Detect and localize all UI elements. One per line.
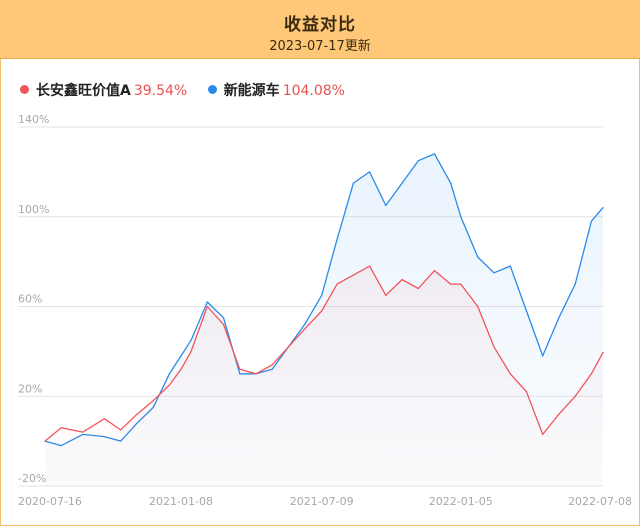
data-point-fund xyxy=(525,391,528,393)
data-point-fund xyxy=(136,413,138,415)
data-point-fund xyxy=(222,323,225,325)
data-point-fund xyxy=(180,368,182,370)
data-point-fund xyxy=(590,373,593,375)
y-tick-label: 60% xyxy=(18,293,42,306)
data-point-fund xyxy=(417,287,419,290)
data-point-fund xyxy=(542,433,544,435)
legend-index-value: 104.08% xyxy=(282,83,345,99)
legend-fund-name: 长安鑫旺价值A xyxy=(36,83,131,99)
y-tick-label: 140% xyxy=(18,113,49,126)
data-point-fund xyxy=(304,328,306,330)
data-point-fund xyxy=(574,395,576,397)
data-point-index xyxy=(401,182,403,184)
data-point-fund xyxy=(401,279,403,281)
legend: 长安鑫旺价值A 39.54% 新能源车 104.08% xyxy=(20,80,361,100)
series-line-fund xyxy=(44,265,604,442)
data-point-index xyxy=(385,204,387,207)
series-area-fund xyxy=(45,266,603,486)
data-point-index xyxy=(222,317,225,319)
data-point-fund xyxy=(352,274,354,276)
data-point-fund xyxy=(433,270,436,272)
data-point-index xyxy=(321,294,323,296)
data-point-index xyxy=(525,310,528,312)
data-point-fund xyxy=(477,305,479,308)
data-point-index xyxy=(336,238,338,240)
data-point-fund xyxy=(190,350,192,352)
data-point-index xyxy=(304,323,306,325)
data-point-fund xyxy=(450,283,452,285)
data-point-fund xyxy=(255,373,257,375)
update-date: 2023-07-17更新 xyxy=(269,39,371,54)
data-point-fund xyxy=(385,294,387,296)
data-point-index xyxy=(460,216,462,218)
data-point-index xyxy=(352,182,354,184)
data-point-index xyxy=(190,339,192,341)
data-point-index xyxy=(574,283,576,285)
data-point-fund xyxy=(82,431,84,433)
data-point-index xyxy=(168,373,170,375)
data-point-index xyxy=(433,153,436,155)
y-tick-label: 100% xyxy=(18,203,49,216)
legend-index-name: 新能源车 xyxy=(223,83,280,99)
y-tick-label: -20% xyxy=(18,472,46,485)
x-tick-label: 2021-01-08 xyxy=(149,495,213,508)
data-point-fund xyxy=(271,364,273,366)
data-point-index xyxy=(206,301,208,303)
data-point-fund xyxy=(152,400,154,402)
data-point-index xyxy=(590,220,593,222)
data-point-index xyxy=(493,272,495,274)
data-point-fund xyxy=(206,305,208,308)
data-point-index xyxy=(477,256,479,258)
x-tick-label: 2022-07-08 xyxy=(568,495,632,508)
data-point-index xyxy=(602,207,604,209)
x-tick-label: 2021-07-09 xyxy=(290,495,354,508)
y-tick-label: 20% xyxy=(18,382,42,395)
data-point-fund xyxy=(103,418,106,420)
data-point-index xyxy=(417,160,419,162)
data-point-index xyxy=(542,355,544,357)
series-layer xyxy=(44,153,604,486)
fund-dot-icon xyxy=(20,85,29,94)
data-point-fund xyxy=(460,283,462,285)
data-point-fund xyxy=(120,429,122,431)
data-point-fund xyxy=(60,427,62,429)
legend-item-index[interactable]: 新能源车 104.08% xyxy=(207,80,345,100)
data-point-fund xyxy=(369,265,371,267)
x-tick-label: 2020-07-16 xyxy=(18,495,82,508)
x-tick-label: 2022-01-05 xyxy=(429,495,493,508)
data-point-fund xyxy=(509,373,511,375)
data-point-fund xyxy=(336,283,338,285)
data-point-fund xyxy=(239,368,241,370)
legend-fund-value: 39.54% xyxy=(133,83,188,99)
y-axis-ticks: 140% 100% 60% 20% -20% xyxy=(18,113,49,485)
data-point-fund xyxy=(44,440,46,442)
data-point-fund xyxy=(321,310,323,312)
data-point-index xyxy=(180,355,182,357)
data-point-index xyxy=(369,171,371,173)
data-point-fund xyxy=(602,351,604,353)
data-point-fund xyxy=(493,346,495,348)
legend-item-fund[interactable]: 长安鑫旺价值A 39.54% xyxy=(20,80,187,100)
data-point-index xyxy=(558,317,560,319)
data-point-index xyxy=(509,265,511,267)
data-point-fund xyxy=(287,346,289,348)
data-point-index xyxy=(450,182,452,184)
data-point-fund xyxy=(168,384,170,386)
data-point-fund xyxy=(558,413,560,415)
x-axis-ticks: 2020-07-16 2021-01-08 2021-07-09 2022-01-05… xyxy=(18,495,632,508)
chart-title: 收益对比 xyxy=(284,15,356,35)
index-dot-icon xyxy=(207,85,217,94)
header-bar: 收益对比 2023-07-17更新 xyxy=(0,0,640,59)
